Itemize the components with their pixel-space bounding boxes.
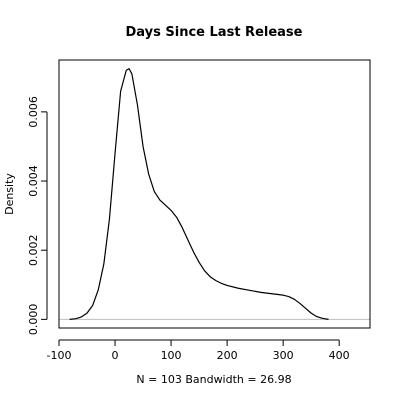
y-tick-label: 0.004 [27,165,40,197]
plot-area [59,68,370,320]
x-tick-label: 100 [161,349,182,362]
x-tick-label: -100 [47,349,72,362]
x-tick-label: 300 [273,349,294,362]
x-axis-label: N = 103 Bandwidth = 26.98 [136,373,291,386]
x-tick-label: 200 [217,349,238,362]
x-tick-label: 0 [112,349,119,362]
x-tick-label: 400 [329,349,350,362]
x-axis: -100 0 100 200 300 400 [47,339,350,362]
chart-title: Days Since Last Release [126,25,303,40]
y-tick-label: 0.000 [27,304,40,336]
plot-frame [58,59,371,329]
y-axis: 0.000 0.002 0.004 0.006 [27,96,48,336]
y-tick-label: 0.006 [27,96,40,128]
y-axis-label: Density [3,173,16,215]
density-curve [69,68,329,320]
y-tick-label: 0.002 [27,234,40,266]
